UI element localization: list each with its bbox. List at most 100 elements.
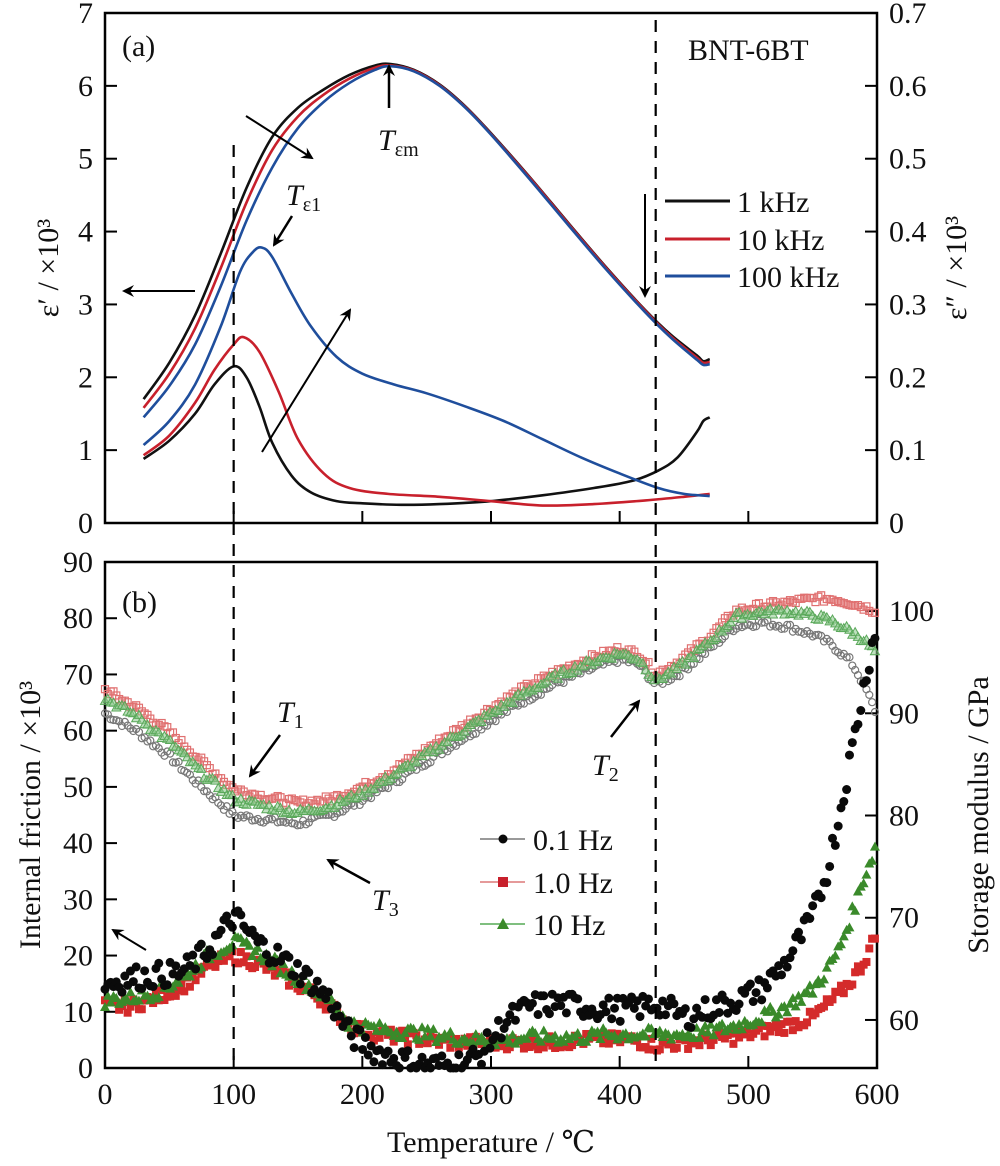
data-point [703,1036,712,1045]
data-point [292,959,302,969]
data-point [791,1017,800,1026]
data-point [836,598,846,607]
data-point [802,986,813,996]
data-point [219,956,228,965]
data-point [552,673,564,683]
left-tick-label: 6 [78,70,93,103]
right-tick-label: 0.2 [889,361,927,394]
data-point [856,706,866,716]
data-point [830,840,840,850]
data-point [128,977,138,987]
data-point [737,603,747,612]
panel-b-legend: 0.1 Hz 1.0 Hz 10 Hz [480,824,613,942]
data-point [273,818,282,827]
data-point [270,971,279,980]
data-point [745,979,755,989]
data-point [391,768,402,778]
series-eps-imag-10khz [142,335,710,507]
data-point [191,964,201,974]
data-point [211,962,220,971]
t3-symbol: T [372,884,391,917]
data-point [502,1017,512,1027]
data-point [160,751,169,760]
data-point [251,962,260,971]
t2-annotation: T2 [592,749,619,786]
data-point [132,701,141,710]
data-point [845,653,854,662]
t1-subscript: 1 [294,711,304,733]
data-point [276,817,285,827]
data-point [321,792,330,801]
legend-label-1-0hz: 1.0 Hz [533,867,613,900]
series-internal-friction-10hz [100,841,880,1050]
data-point [598,1000,608,1010]
data-point [400,1052,410,1062]
data-point [734,999,744,1009]
data-point [304,967,314,977]
data-point [496,1033,506,1043]
data-point [819,597,829,606]
data-point [507,697,518,708]
data-point [782,962,792,972]
data-point [640,1031,651,1041]
data-point [864,665,874,675]
data-point [740,1030,749,1039]
data-point [173,977,184,987]
data-point [803,1018,812,1027]
left-tick-label: 10 [63,996,93,1029]
data-point [505,1010,515,1020]
data-point [405,761,417,772]
data-point [709,1035,718,1044]
legend-label-0-1hz: 0.1 Hz [533,824,613,857]
data-point [369,1036,378,1045]
data-point [848,980,857,989]
left-tick-label: 7 [78,0,93,30]
data-point [236,948,245,957]
left-tick-label: 4 [78,216,93,249]
data-point [374,1017,385,1027]
data-point [414,1034,425,1044]
data-point [672,1043,681,1052]
data-point [400,1027,411,1037]
data-point [559,678,568,688]
left-tick-label: 3 [78,288,93,321]
data-point [788,946,798,956]
data-point [205,961,214,970]
data-point [694,1032,705,1042]
data-point [383,1046,393,1056]
data-point [527,998,537,1008]
panel-a-right-axis: 0 0.1 0.2 0.3 0.4 0.5 0.6 0.7 [865,0,927,540]
data-point [751,599,761,609]
data-point [665,668,677,678]
right-tick-label: 100 [889,595,934,628]
right-tick-label: 0.3 [889,288,927,321]
sample-label: BNT-6BT [688,34,809,67]
data-point [360,1032,370,1042]
left-tick-label: 0 [78,507,93,540]
data-point [787,993,798,1003]
panel-b-mechanical: 0 10 20 30 40 50 60 70 80 90 60 70 80 90 100 0 100 200 3… [14,546,995,1159]
data-point [174,986,183,995]
data-point [423,1039,432,1048]
data-point [403,1046,413,1056]
data-point [814,592,823,601]
right-tick-label: 70 [889,902,919,935]
data-point [658,665,667,674]
data-point [428,1024,439,1034]
data-point [838,931,849,941]
data-point [584,1032,595,1042]
data-point [389,1053,399,1063]
data-point [572,1027,583,1037]
data-point [578,660,589,671]
data-point [355,1025,365,1035]
t1-arrow [248,734,282,778]
data-point [210,775,221,785]
data-point [825,861,835,871]
data-point [132,724,141,734]
data-point [861,676,871,686]
data-point [858,878,869,888]
left-tick-label: 20 [63,940,93,973]
data-point [766,1027,775,1036]
data-point [426,1063,436,1073]
data-point [700,995,710,1005]
